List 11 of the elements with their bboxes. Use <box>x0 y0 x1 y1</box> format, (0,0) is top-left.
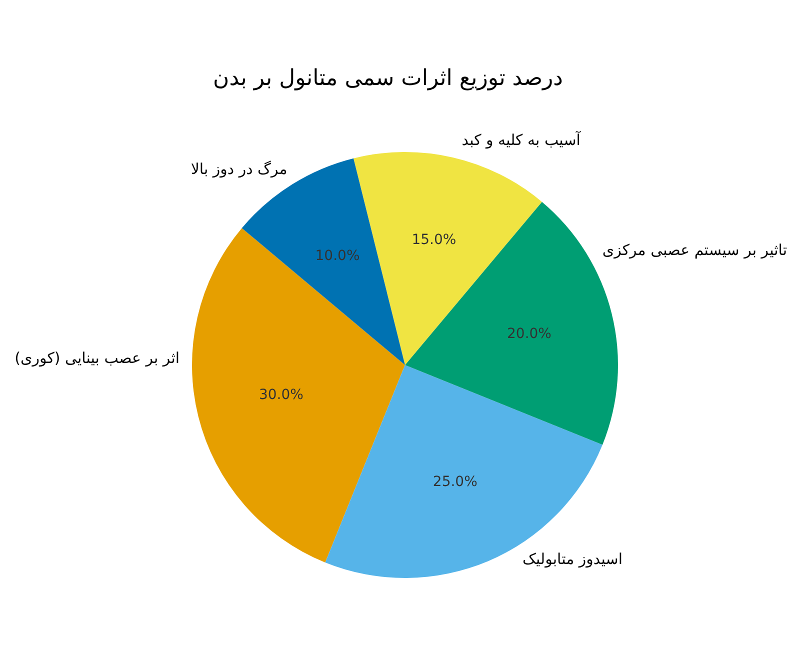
slice-label: تاثیر بر سیستم عصبی مرکزی <box>602 241 788 260</box>
data-label: 15.0% <box>412 232 456 249</box>
data-label: 25.0% <box>432 474 478 491</box>
slice-label: اثر بر عصب بینایی (کوری) <box>14 348 180 367</box>
slice-label: اسیدوز متابولیک <box>522 550 623 568</box>
data-label: 20.0% <box>507 326 552 342</box>
chart-title: درصد توزیع اثرات سمی متانول بر بدن <box>212 66 564 92</box>
slice-label: مرگ در دوز بالا <box>190 160 288 178</box>
slice-label: آسیب به کلیه و کبد <box>462 130 580 149</box>
data-label: 30.0% <box>258 387 304 404</box>
data-label: 10.0% <box>315 248 360 265</box>
